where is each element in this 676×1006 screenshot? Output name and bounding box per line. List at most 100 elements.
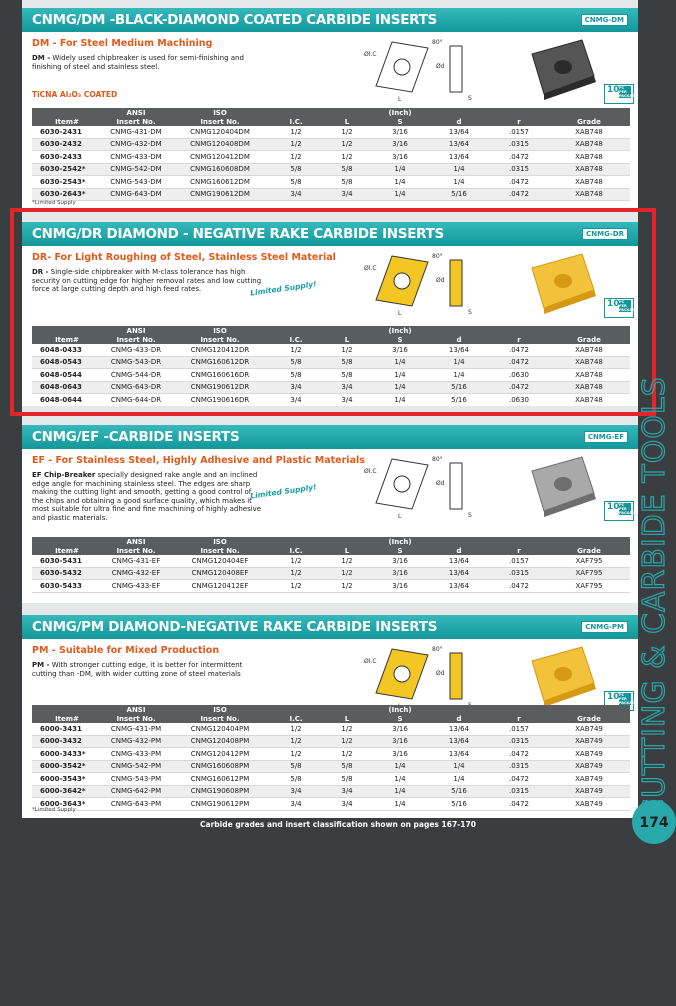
table-cell: CNMG120412PM xyxy=(170,747,270,761)
badge: CNMG-DM xyxy=(580,14,628,26)
table-cell: XAF795 xyxy=(548,567,630,580)
header-cell xyxy=(490,537,548,546)
table-cell: 3/4 xyxy=(270,381,322,394)
table-cell: 1/4 xyxy=(372,797,428,811)
header-cell: Insert No. xyxy=(170,546,270,555)
header-cell: ISO xyxy=(170,705,270,714)
table-cell: 1/4 xyxy=(372,356,428,369)
pack-badge: 10 PC PER PACKAGE xyxy=(604,298,637,318)
table-cell: 6000-3432 xyxy=(32,735,102,748)
table-cell: 1/2 xyxy=(322,126,372,139)
diagram-label: ØI.C xyxy=(364,265,377,272)
header-cell xyxy=(428,537,490,546)
photo-hole xyxy=(554,667,572,681)
table-cell: 13/64 xyxy=(428,344,490,357)
table-cell: 6030-2431 xyxy=(32,126,102,139)
header-cell: ANSI xyxy=(102,705,170,714)
table-cell: .0630 xyxy=(490,393,548,406)
table-cell: CNMG-431-EF xyxy=(102,555,170,568)
pack-badge: 10 PC PER PACKAGE xyxy=(604,84,638,104)
footer: Carbide grades and insert classification… xyxy=(200,820,476,829)
header-cell: ANSI xyxy=(102,108,170,117)
table-cell: CNMG-544-DR xyxy=(102,368,170,382)
diagram-hole xyxy=(393,272,411,290)
diagram-label: ØI.C xyxy=(364,658,377,665)
table-cell: 1/4 xyxy=(428,356,490,369)
header-cell: (Inch) xyxy=(372,705,428,714)
header-cell: S xyxy=(372,546,428,555)
table-cell: CNMG120408DM xyxy=(170,138,270,151)
description: PM - With stronger cutting edge, it is b… xyxy=(32,661,262,678)
header-cell xyxy=(32,108,102,117)
header-cell: Item# xyxy=(32,546,102,555)
diagram-side xyxy=(449,259,463,307)
table-cell: .0315 xyxy=(490,760,548,773)
table-cell: 1/4 xyxy=(372,188,428,201)
table-cell: 5/16 xyxy=(428,381,490,394)
desc-text: Single-side chipbreaker with M-class tol… xyxy=(32,268,262,293)
table-row: 6000-3643* CNMG-643-PM CNMG190612PM 3/4 3/4 1… xyxy=(32,797,630,811)
desc-text: specially designed rake angle and an inc… xyxy=(32,471,262,522)
table-row: 6048-0643 CNMG-643-DR CNMG190612DR 3/4 3/4 1/… xyxy=(32,381,630,394)
header-cell: ANSI xyxy=(102,326,170,335)
diagram-label: Ød xyxy=(436,63,445,70)
header-cell: Insert No. xyxy=(102,714,170,723)
table-cell: .0157 xyxy=(490,555,548,568)
table-row: 6000-3433* CNMG-433-PM CNMG120412PM 1/2 1/2 3… xyxy=(32,747,630,761)
pack-text: PC PER PACKAGE xyxy=(619,86,638,98)
table-cell: 1/4 xyxy=(372,368,428,382)
table-cell: .0472 xyxy=(490,150,548,164)
header-cell xyxy=(490,705,548,714)
table-cell: 6030-5433 xyxy=(32,579,102,593)
table-row: 6030-5431 CNMG-431-EF CNMG120404EF 1/2 1/2 3/… xyxy=(32,555,630,568)
table-cell: 6048-0544 xyxy=(32,368,102,382)
diagram-hole xyxy=(393,58,411,76)
desc-code: PM - xyxy=(32,661,50,669)
table-cell: XAB748 xyxy=(548,393,630,406)
header-cell: L xyxy=(322,117,372,126)
table-cell: XAB748 xyxy=(548,344,630,357)
table-cell: 1/4 xyxy=(428,760,490,773)
header-cell: d xyxy=(428,117,490,126)
header-cell: Grade xyxy=(548,714,630,723)
header-cell: S xyxy=(372,117,428,126)
table-cell: 6030-2432 xyxy=(32,138,102,151)
table-cell: 1/2 xyxy=(270,723,322,736)
diagram-side xyxy=(449,462,463,510)
header-cell: r xyxy=(490,546,548,555)
table-cell: CNMG160612DR xyxy=(170,356,270,369)
header-row: ANSI ISO (Inch) xyxy=(32,705,630,714)
table-cell: 3/4 xyxy=(322,381,372,394)
table-cell: 3/16 xyxy=(372,126,428,139)
table-cell: 1/4 xyxy=(372,381,428,394)
table-cell: CNMG120404DM xyxy=(170,126,270,139)
table-cell: 1/2 xyxy=(270,555,322,568)
header-cell: Grade xyxy=(548,546,630,555)
diagram-label: Ød xyxy=(436,480,445,487)
table-cell: XAB748 xyxy=(548,126,630,139)
spec-table: ANSI ISO (Inch) Item# Insert No. Insert No. I.… xyxy=(32,108,630,201)
table-cell: 5/8 xyxy=(322,356,372,369)
description: DM - Widely used chipbreaker is used for… xyxy=(32,54,262,71)
table-row: 6048-0544 CNMG-544-DR CNMG160616DR 5/8 5/8 1/… xyxy=(32,368,630,382)
table-row: 6000-3432 CNMG-432-PM CNMG120408PM 1/2 1/2 3/… xyxy=(32,735,630,748)
header-cell: ANSI xyxy=(102,537,170,546)
table-cell: CNMG-642-PM xyxy=(102,785,170,798)
table-cell: XAB749 xyxy=(548,747,630,761)
table-row: 6000-3431 CNMG-431-PM CNMG120404PM 1/2 1/2 3/… xyxy=(32,723,630,736)
header-cell: Insert No. xyxy=(102,117,170,126)
section-card: CNMG/PM DIAMOND-NEGATIVE RAKE CARBIDE IN… xyxy=(22,615,638,818)
table-cell: CNMG-543-DM xyxy=(102,175,170,189)
table-cell: CNMG190612DR xyxy=(170,381,270,394)
table-cell: CNMG190612PM xyxy=(170,797,270,811)
table-cell: .0472 xyxy=(490,381,548,394)
table-cell: XAB748 xyxy=(548,188,630,201)
table-cell: CNMG160616DR xyxy=(170,368,270,382)
table-cell: CNMG160608DM xyxy=(170,163,270,176)
header-cell: Grade xyxy=(548,117,630,126)
header-cell: I.C. xyxy=(270,117,322,126)
table-cell: 6030-2542* xyxy=(32,163,102,176)
table-cell: 6000-3543* xyxy=(32,772,102,786)
